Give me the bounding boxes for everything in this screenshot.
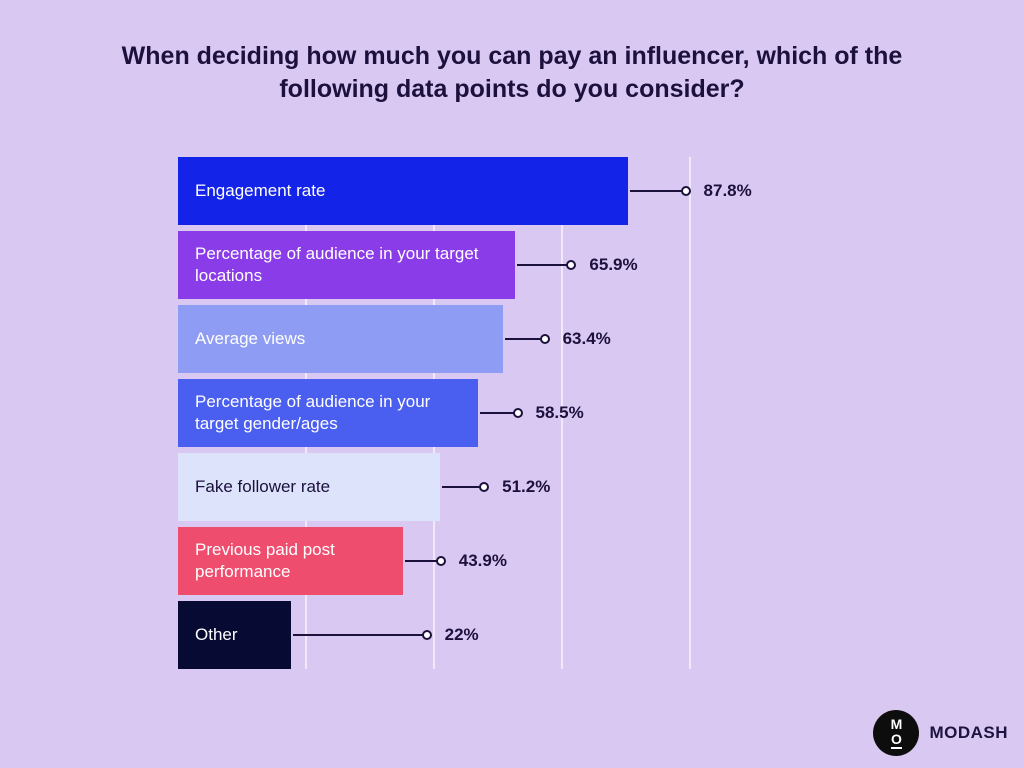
bar: Previous paid post performance bbox=[178, 527, 403, 595]
bar-rows: Engagement rate 87.8% Percentage of audien… bbox=[178, 157, 752, 669]
bar-chart: Engagement rate 87.8% Percentage of audien… bbox=[178, 157, 752, 669]
bar-row: Previous paid post performance 43.9% bbox=[178, 527, 690, 595]
value-label: 43.9% bbox=[458, 551, 507, 570]
bar-row: Other 22% bbox=[178, 601, 690, 669]
gridline bbox=[689, 157, 691, 669]
bar: Percentage of audience in your target ge… bbox=[178, 379, 478, 447]
bar-row: Fake follower rate 51.2% bbox=[178, 453, 690, 521]
bar-label: Fake follower rate bbox=[195, 476, 331, 496]
modash-logo-icon: M O bbox=[873, 710, 920, 756]
modash-brand: M O MODASH bbox=[873, 710, 1008, 756]
value-label: 22% bbox=[444, 625, 479, 644]
bar-row: Percentage of audience in your target ge… bbox=[178, 379, 690, 447]
leader-line bbox=[517, 260, 577, 270]
bar: Engagement rate bbox=[178, 157, 628, 225]
modash-wordmark: MODASH bbox=[929, 723, 1008, 742]
leader-line bbox=[442, 482, 490, 492]
bar: Percentage of audience in your target lo… bbox=[178, 231, 516, 299]
logo-letter-m: M bbox=[890, 715, 903, 732]
value-label: 58.5% bbox=[535, 403, 584, 422]
leader-line bbox=[404, 556, 446, 566]
value-label: 65.9% bbox=[589, 255, 638, 274]
leader-line bbox=[479, 408, 523, 418]
bar-row: Percentage of audience in your target lo… bbox=[178, 231, 690, 299]
bar-label: Average views bbox=[195, 328, 306, 348]
bar-label: Previous paid post performance bbox=[195, 539, 335, 581]
bar-label: Other bbox=[195, 624, 238, 644]
value-label: 63.4% bbox=[562, 329, 611, 348]
bar-label: Percentage of audience in your target ge… bbox=[195, 391, 431, 433]
leader-line bbox=[504, 334, 550, 344]
leader-line bbox=[292, 630, 432, 640]
gridline bbox=[561, 157, 563, 669]
bar-label: Percentage of audience in your target lo… bbox=[195, 243, 479, 285]
bar: Average views bbox=[178, 305, 503, 373]
logo-letter-o: O bbox=[890, 731, 902, 750]
bar-row: Engagement rate 87.8% bbox=[178, 157, 752, 225]
bar: Other bbox=[178, 601, 291, 669]
bar-label: Engagement rate bbox=[195, 180, 326, 200]
chart-title: When deciding how much you can pay an in… bbox=[121, 42, 903, 103]
bar: Fake follower rate bbox=[178, 453, 441, 521]
leader-line bbox=[629, 186, 691, 196]
bar-row: Average views 63.4% bbox=[178, 305, 690, 373]
value-label: 87.8% bbox=[703, 181, 752, 200]
value-label: 51.2% bbox=[502, 477, 551, 496]
